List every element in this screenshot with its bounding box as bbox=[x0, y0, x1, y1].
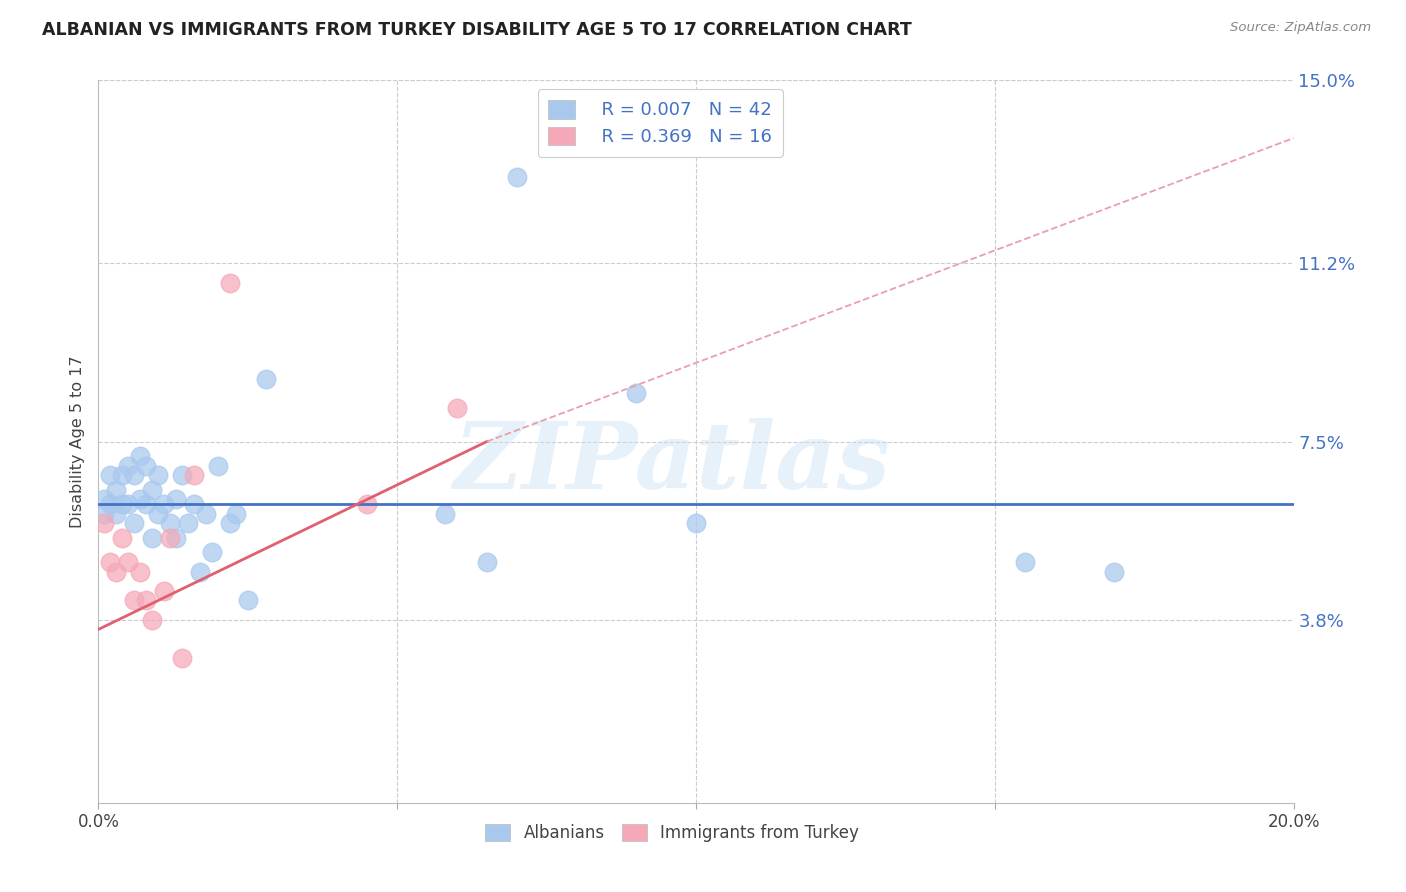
Point bbox=[117, 497, 139, 511]
Point bbox=[165, 531, 187, 545]
Point bbox=[172, 651, 194, 665]
Point bbox=[148, 507, 170, 521]
Point bbox=[219, 276, 242, 290]
Point bbox=[141, 483, 163, 497]
Point bbox=[685, 516, 707, 531]
Point bbox=[129, 492, 152, 507]
Point bbox=[111, 468, 134, 483]
Point bbox=[98, 468, 122, 483]
Point bbox=[98, 497, 122, 511]
Point bbox=[141, 613, 163, 627]
Text: Source: ZipAtlas.com: Source: ZipAtlas.com bbox=[1230, 21, 1371, 34]
Point bbox=[1014, 555, 1036, 569]
Point bbox=[159, 516, 181, 531]
Point bbox=[254, 372, 277, 386]
Point bbox=[475, 555, 498, 569]
Point bbox=[356, 497, 378, 511]
Point bbox=[105, 483, 128, 497]
Point bbox=[1104, 565, 1126, 579]
Point bbox=[172, 468, 194, 483]
Point bbox=[183, 468, 205, 483]
Point bbox=[236, 593, 259, 607]
Point bbox=[159, 531, 181, 545]
Point bbox=[188, 565, 211, 579]
Point bbox=[434, 507, 457, 521]
Point bbox=[141, 531, 163, 545]
Point bbox=[135, 593, 157, 607]
Point bbox=[93, 507, 115, 521]
Point bbox=[165, 492, 187, 507]
Point bbox=[129, 565, 152, 579]
Point bbox=[135, 497, 157, 511]
Point bbox=[98, 555, 122, 569]
Point bbox=[135, 458, 157, 473]
Point bbox=[177, 516, 200, 531]
Point bbox=[219, 516, 242, 531]
Point bbox=[105, 565, 128, 579]
Point bbox=[153, 583, 176, 598]
Point bbox=[129, 449, 152, 463]
Legend: Albanians, Immigrants from Turkey: Albanians, Immigrants from Turkey bbox=[478, 817, 866, 848]
Point bbox=[111, 497, 134, 511]
Point bbox=[111, 531, 134, 545]
Text: ZIPatlas: ZIPatlas bbox=[454, 418, 890, 508]
Point bbox=[506, 169, 529, 184]
Point bbox=[124, 468, 146, 483]
Point bbox=[124, 516, 146, 531]
Point bbox=[105, 507, 128, 521]
Point bbox=[93, 492, 115, 507]
Text: ALBANIAN VS IMMIGRANTS FROM TURKEY DISABILITY AGE 5 TO 17 CORRELATION CHART: ALBANIAN VS IMMIGRANTS FROM TURKEY DISAB… bbox=[42, 21, 912, 38]
Point bbox=[183, 497, 205, 511]
Point bbox=[207, 458, 229, 473]
Point bbox=[117, 458, 139, 473]
Point bbox=[124, 593, 146, 607]
Point bbox=[626, 386, 648, 401]
Point bbox=[195, 507, 218, 521]
Point bbox=[446, 401, 468, 415]
Point bbox=[225, 507, 247, 521]
Point bbox=[93, 516, 115, 531]
Point bbox=[117, 555, 139, 569]
Y-axis label: Disability Age 5 to 17: Disability Age 5 to 17 bbox=[70, 355, 86, 528]
Point bbox=[153, 497, 176, 511]
Point bbox=[148, 468, 170, 483]
Point bbox=[201, 545, 224, 559]
